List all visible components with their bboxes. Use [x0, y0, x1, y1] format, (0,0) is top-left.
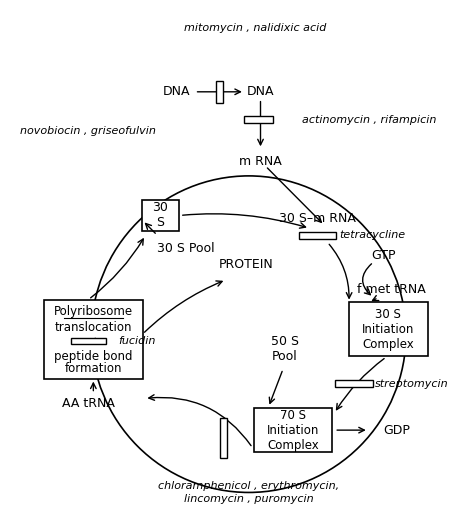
Bar: [244, 116, 273, 123]
Text: formation: formation: [65, 362, 122, 375]
Text: AA tRNA: AA tRNA: [62, 397, 115, 410]
Text: 70 S
Initiation
Complex: 70 S Initiation Complex: [267, 409, 319, 452]
Bar: [44, 300, 142, 379]
Bar: [216, 81, 223, 103]
Text: chloramphenicol , erythromycin,: chloramphenicol , erythromycin,: [158, 480, 339, 491]
Text: mitomycin , nalidixic acid: mitomycin , nalidixic acid: [184, 23, 327, 33]
Bar: [299, 232, 336, 239]
Text: DNA: DNA: [163, 85, 190, 99]
Bar: [71, 338, 106, 344]
Text: tetracycline: tetracycline: [339, 230, 405, 240]
Text: PROTEIN: PROTEIN: [218, 259, 273, 271]
Text: f met tRNA: f met tRNA: [357, 283, 426, 296]
Bar: [142, 200, 179, 231]
Text: 30 S Pool: 30 S Pool: [157, 241, 215, 254]
Text: 50 S
Pool: 50 S Pool: [271, 335, 299, 363]
Text: 30
S: 30 S: [152, 201, 168, 230]
Text: streptomycin: streptomycin: [375, 379, 448, 389]
Text: GDP: GDP: [383, 424, 410, 437]
Bar: [220, 418, 227, 458]
Text: actinomycin , rifampicin: actinomycin , rifampicin: [302, 115, 436, 124]
Text: DNA: DNA: [247, 85, 274, 99]
Text: translocation: translocation: [55, 321, 132, 334]
Text: 30 S–m RNA: 30 S–m RNA: [279, 212, 356, 225]
Bar: [349, 302, 428, 357]
Bar: [254, 408, 332, 453]
Text: peptide bond: peptide bond: [54, 350, 133, 363]
Text: novobiocin , griseofulvin: novobiocin , griseofulvin: [20, 126, 156, 136]
Text: GTP: GTP: [371, 249, 396, 262]
Bar: [335, 380, 372, 387]
Text: lincomycin , puromycin: lincomycin , puromycin: [184, 494, 314, 504]
Text: 30 S
Initiation
Complex: 30 S Initiation Complex: [362, 308, 415, 351]
Text: fucidin: fucidin: [118, 336, 155, 346]
Text: Polyribosome: Polyribosome: [54, 305, 133, 318]
Text: m RNA: m RNA: [239, 155, 282, 168]
